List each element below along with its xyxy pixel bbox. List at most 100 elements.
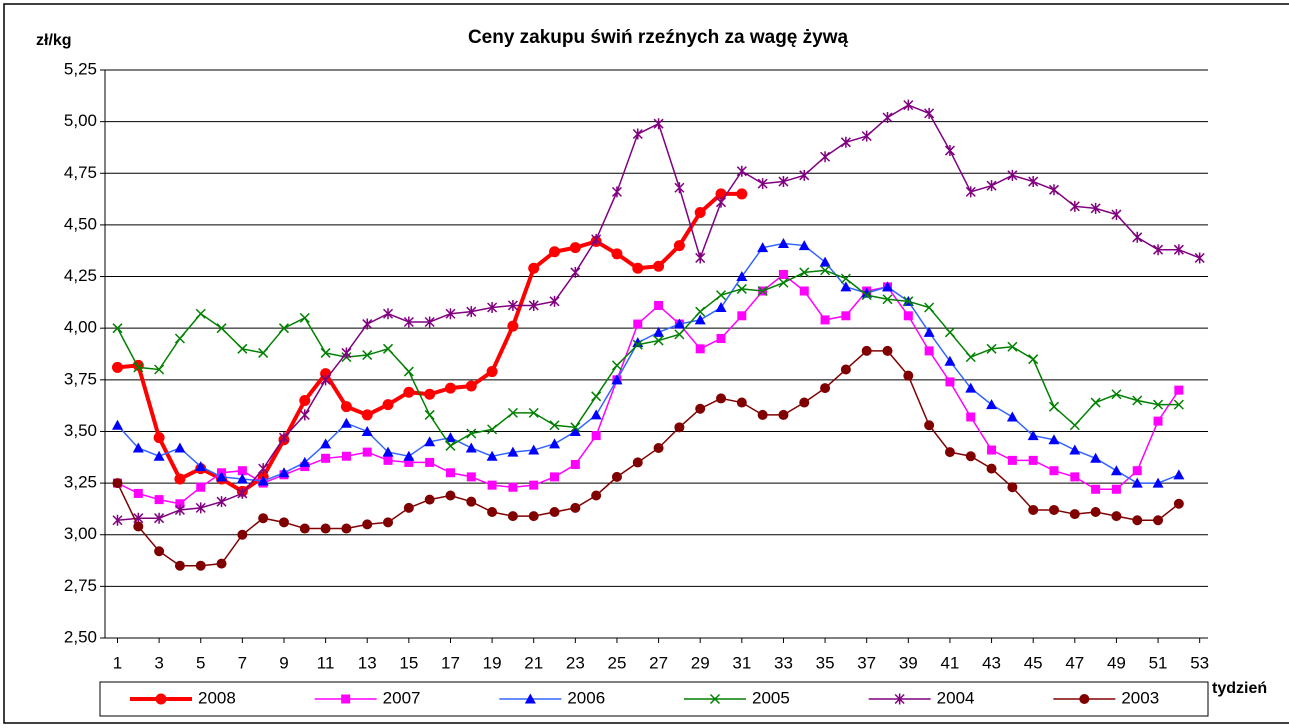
marker — [715, 290, 727, 301]
marker — [591, 431, 601, 441]
marker — [1027, 430, 1039, 441]
marker — [1007, 341, 1018, 352]
marker — [507, 511, 518, 522]
marker — [1090, 507, 1101, 518]
marker — [840, 364, 851, 375]
marker — [320, 374, 331, 386]
marker — [445, 468, 455, 478]
legend-label: 2007 — [383, 688, 421, 707]
marker — [383, 343, 394, 354]
marker — [695, 344, 705, 354]
marker — [549, 295, 560, 307]
marker — [903, 370, 914, 381]
x-tick-label: 17 — [441, 653, 460, 672]
marker — [986, 180, 997, 192]
marker — [632, 457, 643, 468]
x-tick-label: 27 — [649, 653, 668, 672]
marker — [944, 145, 955, 157]
marker — [508, 482, 518, 492]
marker — [1090, 397, 1101, 408]
marker — [757, 409, 768, 420]
legend-box — [99, 681, 1209, 717]
marker — [1028, 455, 1038, 465]
marker — [1007, 169, 1018, 181]
marker — [174, 504, 185, 516]
marker — [404, 457, 414, 467]
marker — [716, 393, 727, 404]
marker — [986, 463, 997, 474]
y-tick-label: 4,00 — [64, 318, 97, 337]
x-tick-label: 29 — [691, 653, 710, 672]
marker — [320, 438, 332, 449]
marker — [341, 523, 352, 534]
marker — [403, 502, 414, 513]
marker — [299, 523, 310, 534]
marker — [1090, 202, 1101, 214]
marker — [694, 207, 706, 219]
x-tick-label: 9 — [279, 653, 288, 672]
marker — [258, 463, 269, 475]
y-tick-label: 3,50 — [64, 421, 97, 440]
marker — [320, 523, 331, 534]
marker — [674, 329, 685, 340]
y-tick-label: 2,75 — [64, 576, 97, 595]
x-tick-label: 45 — [1024, 653, 1043, 672]
marker — [653, 335, 664, 346]
marker — [361, 409, 373, 421]
marker — [550, 472, 560, 482]
marker — [611, 471, 622, 482]
legend-marker — [155, 693, 167, 705]
marker — [507, 299, 518, 311]
marker — [549, 438, 561, 449]
marker — [1153, 416, 1163, 426]
marker — [507, 407, 518, 418]
marker — [1110, 465, 1122, 476]
legend-label: 2008 — [198, 688, 236, 707]
marker — [445, 440, 456, 451]
marker — [611, 374, 623, 385]
legend-label: 2004 — [937, 688, 975, 707]
chart-title: Ceny zakupu świń rzeźnych za wagę żywą — [468, 27, 849, 48]
marker — [965, 186, 976, 198]
x-tick-label: 37 — [857, 653, 876, 672]
marker — [632, 128, 643, 140]
x-tick-label: 47 — [1065, 653, 1084, 672]
marker — [1173, 399, 1184, 410]
x-tick-label: 41 — [940, 653, 959, 672]
marker — [299, 394, 311, 406]
marker — [737, 311, 747, 321]
marker — [799, 169, 810, 181]
marker — [278, 432, 290, 444]
marker — [653, 118, 664, 130]
y-tick-label: 4,75 — [64, 163, 97, 182]
marker — [195, 560, 206, 571]
marker — [966, 412, 976, 422]
marker — [362, 519, 373, 530]
marker — [1173, 498, 1184, 509]
marker — [1048, 504, 1059, 515]
marker — [903, 99, 914, 111]
legend-marker — [709, 693, 721, 705]
marker — [882, 345, 893, 356]
marker — [757, 285, 768, 297]
x-tick-label: 15 — [399, 653, 418, 672]
marker — [549, 507, 560, 518]
marker — [424, 494, 435, 505]
marker — [1173, 244, 1184, 256]
y-tick-label: 4,50 — [64, 214, 97, 233]
marker — [861, 345, 872, 356]
x-tick-label: 7 — [238, 653, 247, 672]
marker — [153, 450, 165, 461]
marker — [903, 311, 913, 321]
y-tick-label: 5,25 — [64, 59, 97, 78]
marker — [340, 417, 352, 428]
marker — [383, 517, 394, 528]
marker — [1048, 184, 1060, 196]
y-tick-label: 3,00 — [64, 524, 97, 543]
marker — [1111, 389, 1122, 400]
x-tick-label: 33 — [774, 653, 793, 672]
marker — [695, 306, 706, 317]
marker — [278, 517, 289, 528]
marker — [570, 460, 580, 470]
